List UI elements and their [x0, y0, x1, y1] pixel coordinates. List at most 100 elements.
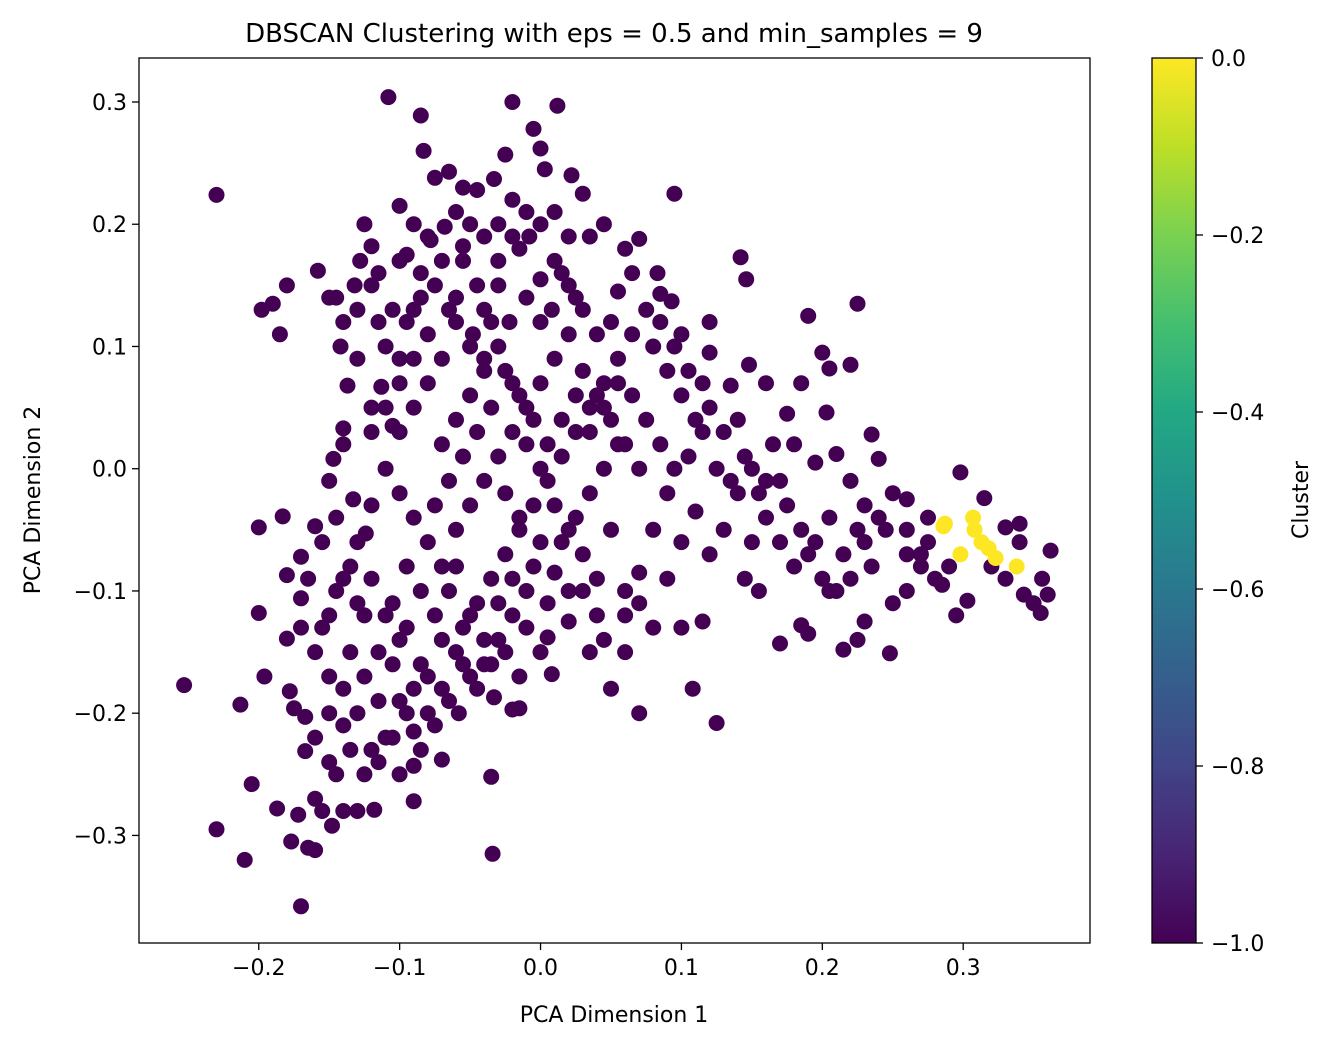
colorbar-tick-label: −0.8: [1211, 755, 1264, 780]
scatter-point-cluster--1: [532, 216, 549, 233]
scatter-point-cluster--1: [758, 472, 774, 489]
scatter-point-cluster--1: [884, 595, 901, 612]
scatter-point-cluster--1: [384, 595, 401, 612]
scatter-point-cluster--1: [997, 519, 1014, 536]
scatter-point-cluster--1: [349, 350, 366, 367]
scatter-point-cluster--1: [483, 656, 500, 673]
scatter-point-cluster--1: [659, 485, 676, 502]
scatter-point-cluster--1: [328, 509, 345, 526]
scatter-point-cluster--1: [539, 436, 556, 453]
scatter-point-cluster--1: [412, 107, 429, 124]
scatter-point-cluster--1: [732, 249, 749, 266]
scatter-point-cluster--1: [504, 607, 521, 624]
scatter-point-cluster--1: [300, 570, 317, 587]
scatter-point-cluster--1: [927, 570, 943, 587]
colorbar-ticks: 0.0 −0.2 −0.4 −0.6 −0.8 −1.0: [1196, 47, 1264, 957]
scatter-point-cluster--1: [419, 326, 436, 343]
scatter-point-cluster--1: [328, 583, 345, 599]
scatter-point-cluster--1: [793, 521, 810, 538]
scatter-point-cluster--1: [462, 338, 479, 355]
scatter-point-cluster--1: [504, 570, 521, 587]
scatter-point-cluster--1: [814, 570, 831, 587]
scatter-point-cluster--1: [321, 754, 338, 771]
scatter-point-cluster--1: [405, 216, 422, 233]
x-tick-label: 0.2: [805, 956, 840, 981]
scatter-point-cluster--1: [293, 548, 309, 565]
scatter-point-cluster--1: [536, 161, 553, 178]
scatter-point-cluster--1: [391, 252, 408, 269]
scatter-point-cluster--1: [610, 283, 626, 300]
scatter-point-cluster-0: [966, 521, 983, 538]
scatter-point-cluster--1: [307, 644, 324, 661]
scatter-point-cluster--1: [441, 583, 457, 599]
scatter-point-cluster--1: [525, 120, 542, 137]
scatter-point-cluster--1: [363, 424, 380, 440]
scatter-point-cluster--1: [877, 521, 894, 538]
scatter-point-cluster--1: [663, 293, 680, 310]
scatter-point-cluster--1: [849, 295, 866, 312]
scatter-point-cluster--1: [736, 570, 753, 587]
scatter-point-cluster--1: [384, 301, 401, 318]
scatter-point-cluster--1: [391, 693, 408, 709]
scatter-point-cluster--1: [772, 534, 788, 551]
scatter-point-cluster--1: [574, 362, 591, 379]
x-tick-label: 0.0: [523, 956, 558, 981]
scatter-point-cluster--1: [511, 240, 528, 257]
scatter-point-cluster--1: [455, 448, 471, 465]
scatter-point-cluster--1: [567, 509, 584, 526]
scatter-point-cluster--1: [581, 228, 598, 245]
y-axis: 0.3 0.2 0.1 0.0 −0.1 −0.2 −0.3: [74, 91, 139, 849]
scatter-point-cluster--1: [631, 230, 648, 247]
scatter-point-cluster--1: [504, 191, 521, 208]
scatter-point-cluster--1: [997, 570, 1014, 587]
scatter-point-cluster--1: [518, 436, 535, 453]
scatter-point-cluster--1: [349, 705, 366, 722]
scatter-point-cluster--1: [363, 570, 380, 587]
scatter-point-cluster--1: [433, 252, 450, 269]
scatter-point-cluster--1: [370, 644, 387, 661]
scatter-point-cluster--1: [332, 338, 349, 355]
scatter-point-cluster--1: [490, 338, 507, 355]
scatter-point-cluster--1: [297, 743, 314, 760]
scatter-point-cluster--1: [290, 806, 307, 823]
colorbar-tick-label: 0.0: [1211, 47, 1246, 72]
scatter-point-cluster--1: [325, 450, 342, 467]
scatter-point-cluster--1: [370, 693, 387, 709]
scatter-point-cluster--1: [462, 497, 479, 514]
scatter-point-cluster--1: [328, 289, 345, 306]
scatter-point-cluster--1: [532, 314, 549, 330]
scatter-point-cluster--1: [511, 509, 528, 526]
scatter-point-cluster--1: [426, 169, 443, 186]
scatter-point-cluster--1: [243, 776, 260, 793]
scatter-point-cluster--1: [335, 570, 352, 587]
scatter-point-cluster--1: [433, 436, 450, 453]
scatter-point-cluster--1: [673, 387, 690, 404]
scatter-point-cluster--1: [356, 216, 373, 233]
scatter-point-cluster--1: [715, 424, 732, 440]
scatter-point-cluster--1: [490, 631, 507, 648]
scatter-point-cluster--1: [448, 558, 464, 575]
scatter-point-cluster--1: [264, 295, 281, 312]
scatter-point-cluster--1: [314, 619, 331, 636]
scatter-point-cluster--1: [321, 607, 338, 624]
scatter-point-cluster--1: [504, 701, 521, 718]
scatter-point-cluster--1: [342, 644, 359, 661]
scatter-point-cluster--1: [448, 644, 464, 661]
scatter-point-cluster--1: [339, 377, 356, 394]
scatter-point-cluster--1: [645, 521, 662, 538]
y-tick-label: −0.1: [74, 580, 127, 605]
scatter-point-cluster--1: [426, 607, 443, 624]
scatter-point-cluster--1: [581, 424, 598, 440]
scatter-point-cluster--1: [366, 801, 383, 818]
plot-frame: [138, 57, 1091, 944]
scatter-point-cluster--1: [433, 631, 450, 648]
scatter-point-cluster--1: [483, 570, 500, 587]
scatter-point-cluster--1: [821, 360, 838, 377]
scatter-point-cluster--1: [335, 803, 352, 819]
scatter-point-cluster--1: [870, 509, 887, 526]
scatter-point-cluster--1: [419, 375, 436, 392]
scatter-point-cluster--1: [539, 595, 556, 612]
y-axis-label: PCA Dimension 2: [21, 406, 46, 595]
scatter-point-cluster--1: [405, 301, 422, 318]
scatter-point-cluster--1: [863, 426, 880, 443]
